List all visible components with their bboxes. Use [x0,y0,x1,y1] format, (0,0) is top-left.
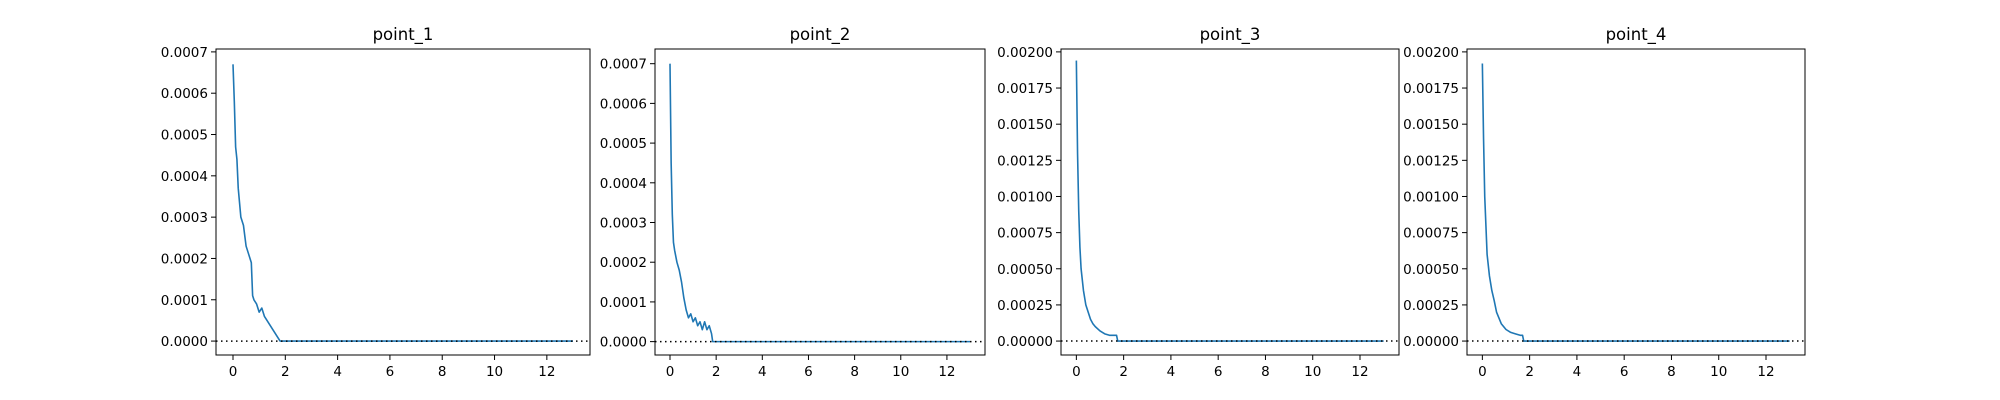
y-tick-label: 0.0000 [161,334,208,350]
chart-title: point_3 [1200,25,1261,45]
y-tick-label: 0.0001 [600,295,647,311]
y-tick-label: 0.00150 [1403,117,1459,133]
y-tick-label: 0.00200 [1403,45,1459,61]
x-tick-label: 0 [229,364,238,380]
chart-panel-4: point_4 0 2 4 6 8 10 12 0.00000 0.00025 0.00050 0.0… [1403,25,1806,380]
x-tick-label: 12 [938,364,955,380]
x-tick-label: 12 [538,364,555,380]
y-tick-label: 0.0004 [161,169,208,185]
y-tick-label: 0.0004 [600,176,647,192]
y-tick-label: 0.00150 [997,117,1053,133]
chart-panel-1: point_1 0 2 4 6 8 10 12 0.0000 0.0001 0.0002 0.0003… [161,25,591,380]
x-tick-label: 2 [281,364,290,380]
y-tick-label: 0.0002 [600,255,647,271]
plot-frame [215,48,591,356]
y-tick-label: 0.00050 [997,262,1053,278]
x-tick-label: 10 [892,364,909,380]
x-tick-label: 8 [1261,364,1270,380]
x-tick-label: 6 [1214,364,1223,380]
x-tick-label: 6 [804,364,813,380]
y-tick-label: 0.00175 [1403,81,1459,97]
x-tick-label: 4 [758,364,767,380]
y-tick-label: 0.00175 [997,81,1053,97]
y-tick-label: 0.00125 [997,153,1053,169]
y-tick-label: 0.0007 [161,45,208,61]
x-tick-label: 8 [438,364,447,380]
x-tick-label: 4 [1167,364,1176,380]
y-tick-label: 0.0002 [161,251,208,267]
y-tick-label: 0.0005 [600,136,647,152]
chart-title: point_2 [790,25,851,45]
x-tick-label: 8 [850,364,859,380]
y-tick-label: 0.0000 [600,335,647,351]
y-tick-label: 0.0001 [161,293,208,309]
x-tick-label: 6 [1620,364,1629,380]
x-tick-label: 10 [486,364,503,380]
y-tick-label: 0.00100 [997,189,1053,205]
y-tick-label: 0.00075 [997,226,1053,242]
x-tick-label: 10 [1710,364,1727,380]
x-tick-label: 0 [1478,364,1487,380]
y-tick-label: 0.0003 [600,216,647,232]
x-tick-label: 2 [1525,364,1534,380]
plot-frame [1466,48,1806,356]
y-tick-label: 0.00025 [997,298,1053,314]
series-line-1 [1481,63,1790,342]
x-tick-label: 12 [1351,364,1368,380]
y-tick-label: 0.00050 [1403,262,1459,278]
chart-title: point_1 [373,25,434,45]
x-tick-label: 10 [1304,364,1321,380]
chart-panel-3: point_3 0 2 4 6 8 10 12 0.00000 0.00025 0.00050 0.0… [997,25,1400,380]
x-tick-label: 4 [1573,364,1582,380]
y-tick-label: 0.0006 [161,86,208,102]
y-tick-label: 0.0006 [600,96,647,112]
x-tick-label: 4 [333,364,342,380]
y-tick-label: 0.00025 [1403,298,1459,314]
y-tick-label: 0.0007 [600,57,647,73]
y-tick-label: 0.0005 [161,128,208,144]
x-tick-label: 0 [666,364,675,380]
y-tick-label: 0.00000 [1403,334,1459,350]
y-tick-label: 0.00100 [1403,189,1459,205]
x-tick-label: 0 [1072,364,1081,380]
chart-title: point_4 [1606,25,1667,45]
x-tick-label: 12 [1757,364,1774,380]
x-tick-label: 8 [1667,364,1676,380]
series-line-1 [232,64,573,342]
series-line-1 [669,63,970,343]
y-tick-label: 0.00075 [1403,226,1459,242]
y-tick-label: 0.00200 [997,45,1053,61]
y-tick-label: 0.0003 [161,210,208,226]
y-tick-label: 0.00000 [997,334,1053,350]
series-line-1 [1075,60,1384,342]
plot-frame [654,48,986,356]
chart-panel-2: point_2 0 2 4 6 8 10 12 0.0000 0.0001 0.0002 0.0003… [600,25,986,380]
x-tick-label: 6 [386,364,395,380]
y-tick-label: 0.00125 [1403,153,1459,169]
x-tick-label: 2 [1119,364,1128,380]
x-tick-label: 2 [712,364,721,380]
plot-frame [1060,48,1400,356]
